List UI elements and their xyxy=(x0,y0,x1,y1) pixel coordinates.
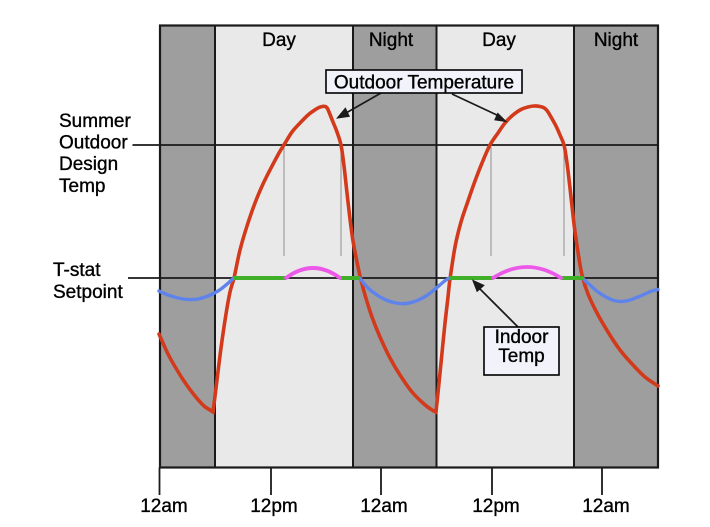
svg-text:Outdoor: Outdoor xyxy=(59,133,128,154)
svg-text:Night: Night xyxy=(369,30,414,51)
svg-text:Temp: Temp xyxy=(59,176,105,197)
svg-text:12am: 12am xyxy=(360,496,408,517)
svg-text:12pm: 12pm xyxy=(250,496,298,517)
svg-text:12am: 12am xyxy=(582,496,630,517)
svg-text:Setpoint: Setpoint xyxy=(53,282,123,303)
svg-text:Indoor: Indoor xyxy=(495,327,550,348)
svg-text:Day: Day xyxy=(262,30,296,51)
svg-text:12pm: 12pm xyxy=(472,496,520,517)
svg-text:Summer: Summer xyxy=(59,111,131,132)
svg-text:Design: Design xyxy=(59,154,118,175)
svg-text:12am: 12am xyxy=(140,496,188,517)
svg-text:Temp: Temp xyxy=(498,346,544,367)
svg-text:Outdoor Temperature: Outdoor Temperature xyxy=(334,73,514,94)
svg-text:Night: Night xyxy=(594,30,639,51)
svg-text:T-stat: T-stat xyxy=(53,260,101,281)
svg-text:Day: Day xyxy=(482,30,516,51)
